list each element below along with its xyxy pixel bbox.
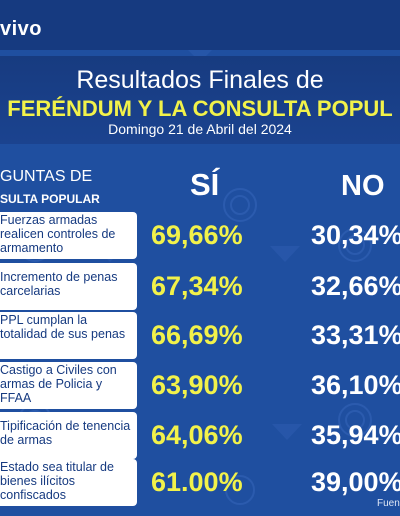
- yes-percentage: 66,69%: [151, 320, 243, 350]
- question-box: Castigo a Civiles con armas de Policia y…: [0, 362, 137, 409]
- yes-column-header: SÍ: [190, 167, 220, 202]
- title-line-1: Resultados Finales de: [76, 66, 324, 94]
- result-row: PPL cumplan la totalidad de sus penas 66…: [0, 312, 400, 359]
- question-box: Tipificación de tenencia de armas: [0, 412, 137, 459]
- no-percentage: 39,00%: [311, 467, 400, 497]
- result-row: Incremento de penas carcelarias 67,34% 3…: [0, 263, 400, 310]
- question-text: Castigo a Civiles con armas de Policia y…: [0, 363, 117, 405]
- yes-percentage: 67,34%: [151, 271, 243, 301]
- date-label: Domingo 21 de Abril del 2024: [108, 121, 292, 137]
- question-box: PPL cumplan la totalidad de sus penas: [0, 312, 137, 359]
- brand-logo: vivo: [0, 18, 43, 40]
- yes-percentage: 61.00%: [151, 467, 243, 497]
- yes-percentage: 69,66%: [151, 220, 243, 250]
- yes-percentage: 64,06%: [151, 420, 243, 450]
- no-column-header: NO: [341, 170, 385, 202]
- question-text: PPL cumplan la totalidad de sus penas: [0, 313, 126, 341]
- no-percentage: 33,31%: [311, 320, 400, 350]
- title-line-2: FERÉNDUM Y LA CONSULTA POPUL: [7, 96, 393, 121]
- question-box: Incremento de penas carcelarias: [0, 263, 137, 310]
- result-row: Estado sea titular de bienes ilícitos co…: [0, 459, 400, 506]
- top-bar: vivo: [0, 0, 400, 50]
- question-box: Estado sea titular de bienes ilícitos co…: [0, 459, 137, 506]
- no-percentage: 35,94%: [311, 420, 400, 450]
- source-label: Fuen: [377, 498, 400, 509]
- result-row: Tipificación de tenencia de armas 64,06%…: [0, 412, 400, 459]
- no-percentage: 32,66%: [311, 271, 400, 301]
- question-text: Tipificación de tenencia de armas: [0, 419, 131, 447]
- result-row: Fuerzas armadas realicen controles de ar…: [0, 212, 400, 259]
- result-row: Castigo a Civiles con armas de Policia y…: [0, 362, 400, 409]
- question-text: Estado sea titular de bienes ilícitos co…: [0, 460, 114, 502]
- question-text: Fuerzas armadas realicen controles de ar…: [0, 213, 116, 255]
- questions-header-line-1: GUNTAS DE: [0, 168, 93, 185]
- no-percentage: 30,34%: [311, 220, 400, 250]
- question-box: Fuerzas armadas realicen controles de ar…: [0, 212, 137, 259]
- no-percentage: 36,10%: [311, 370, 400, 400]
- title-band: [0, 56, 400, 144]
- yes-percentage: 63,90%: [151, 370, 243, 400]
- question-text: Incremento de penas carcelarias: [0, 270, 118, 298]
- questions-header-line-2: SULTA POPULAR: [0, 192, 100, 206]
